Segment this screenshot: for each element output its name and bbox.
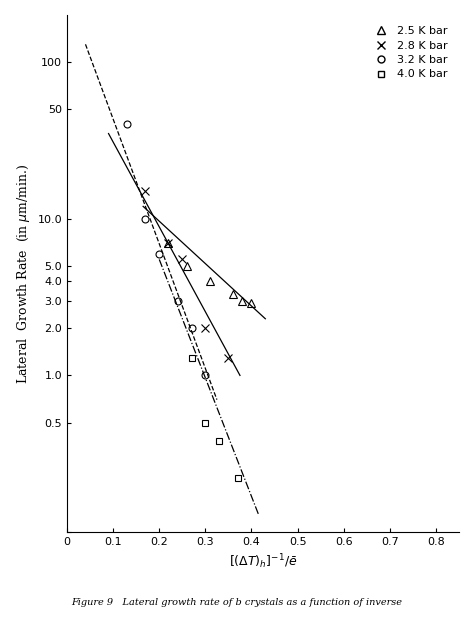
X-axis label: $[(\Delta T)_h]^{-1}/\bar{e}$: $[(\Delta T)_h]^{-1}/\bar{e}$ xyxy=(229,552,297,571)
Text: Figure 9   Lateral growth rate of b crystals as a function of inverse: Figure 9 Lateral growth rate of b crysta… xyxy=(72,598,402,607)
Y-axis label: Lateral  Growth Rate  (in $\mu$m/min.): Lateral Growth Rate (in $\mu$m/min.) xyxy=(15,163,32,384)
Legend:   2.5 K bar,   2.8 K bar,   3.2 K bar,   4.0 K bar: 2.5 K bar, 2.8 K bar, 3.2 K bar, 4.0 K b… xyxy=(370,20,454,85)
